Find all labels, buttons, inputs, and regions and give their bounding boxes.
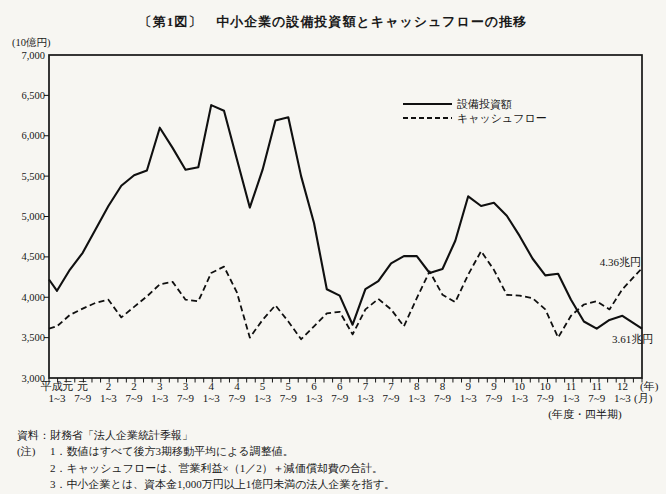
chart: 3,0003,5004,0004,5005,0005,5006,0006,500…	[0, 0, 666, 424]
x-quarter-label: 1~3	[203, 392, 220, 404]
x-year-label: 4	[234, 380, 240, 392]
x-quarter-label: 7~9	[126, 392, 143, 404]
x-year-label: 5	[286, 380, 292, 392]
source-note: 資料：財務省「法人企業統計季報」	[17, 427, 395, 443]
y-tick-label: 4,000	[21, 292, 45, 303]
x-year-label: 11	[566, 380, 577, 392]
x-quarter-label: 1~3	[151, 392, 168, 404]
x-quarter-label: 1~3	[408, 392, 425, 404]
x-year-label: 10	[540, 380, 552, 392]
y-tick-label: 6,500	[21, 90, 45, 101]
figure-page: { "title": "〔第1図〕 中小企業の設備投資額とキャッシュフローの推移…	[0, 0, 666, 494]
y-tick-label: 4,500	[21, 251, 45, 262]
x-year-label: 9	[465, 380, 471, 392]
x-quarter-label: 7~9	[434, 392, 451, 404]
y-tick-label: 3,500	[21, 332, 45, 343]
x-year-label: 7	[388, 380, 394, 392]
x-year-label: 3	[157, 380, 163, 392]
x-year-label: 6	[337, 380, 343, 392]
notes-list: 1．数値はすべて後方3期移動平均による調整値。2．キャッシュフローは、営業利益×…	[50, 443, 395, 492]
notes-label: (注)	[17, 443, 50, 492]
x-year-label: 4	[208, 380, 214, 392]
legend-capex-label: 設備投資額	[457, 98, 512, 110]
x-year-label: 7	[363, 380, 369, 392]
x-year-label: 2	[106, 380, 112, 392]
x-year-label: 9	[491, 380, 497, 392]
x-quarter-label: 7~9	[280, 392, 297, 404]
note-item-3: 3．中小企業とは、資本金1,000万円以上1億円未満の法人企業を指す。	[50, 476, 395, 492]
x-year-label: 平成元	[41, 380, 74, 392]
note-item-1: 1．数値はすべて後方3期移動平均による調整値。	[50, 443, 395, 459]
x-year-label: 5	[260, 380, 266, 392]
x-year-label: 8	[440, 380, 446, 392]
x-year-label: 2	[131, 380, 137, 392]
x-quarter-label: 7~9	[537, 392, 554, 404]
x-quarter-label: 1~3	[100, 392, 117, 404]
y-tick-label: 7,000	[21, 50, 45, 61]
x-quarter-label: 1~3	[511, 392, 528, 404]
x-year-label: 12	[617, 380, 628, 392]
footer: 資料：財務省「法人企業統計季報」 (注) 1．数値はすべて後方3期移動平均による…	[17, 427, 395, 493]
x-quarter-label: 7~9	[177, 392, 194, 404]
x-month-suffix: (月)	[634, 392, 653, 405]
x-quarter-label: 1~3	[563, 392, 580, 404]
x-quarter-label: 7~9	[485, 392, 502, 404]
capex-line	[49, 105, 642, 329]
x-year-label: 11	[591, 380, 602, 392]
x-axis-note: (年度・四半期)	[548, 408, 622, 421]
x-quarter-label: 7~9	[383, 392, 400, 404]
x-year-label: 10	[514, 380, 526, 392]
y-tick-label: 6,000	[21, 130, 45, 141]
x-quarter-label: 7~9	[74, 392, 91, 404]
x-year-label: 元	[77, 380, 88, 392]
x-year-label: 6	[311, 380, 317, 392]
y-tick-label: 5,000	[21, 211, 45, 222]
capex-end-annotation: 3.61兆円	[612, 333, 653, 345]
x-quarter-label: 1~3	[49, 392, 66, 404]
note-item-2: 2．キャッシュフローは、営業利益×（1／2）＋減価償却費の合計。	[50, 460, 395, 476]
legend-cashflow-label: キャッシュフロー	[457, 112, 547, 124]
x-quarter-label: 7~9	[331, 392, 348, 404]
x-year-label: 8	[414, 380, 420, 392]
x-quarter-label: 1~3	[357, 392, 374, 404]
x-quarter-label: 7~9	[588, 392, 605, 404]
cashflow-line	[49, 251, 642, 339]
x-year-label: 3	[183, 380, 189, 392]
x-quarter-label: 7~9	[228, 392, 245, 404]
x-quarter-label: 1~3	[460, 392, 477, 404]
plot-frame	[49, 55, 642, 378]
x-quarter-label: 1~3	[306, 392, 323, 404]
y-tick-label: 5,500	[21, 171, 45, 182]
x-quarter-label: 1~3	[254, 392, 271, 404]
cashflow-end-annotation: 4.36兆円	[600, 256, 641, 268]
x-quarter-label: 1~3	[614, 392, 631, 404]
